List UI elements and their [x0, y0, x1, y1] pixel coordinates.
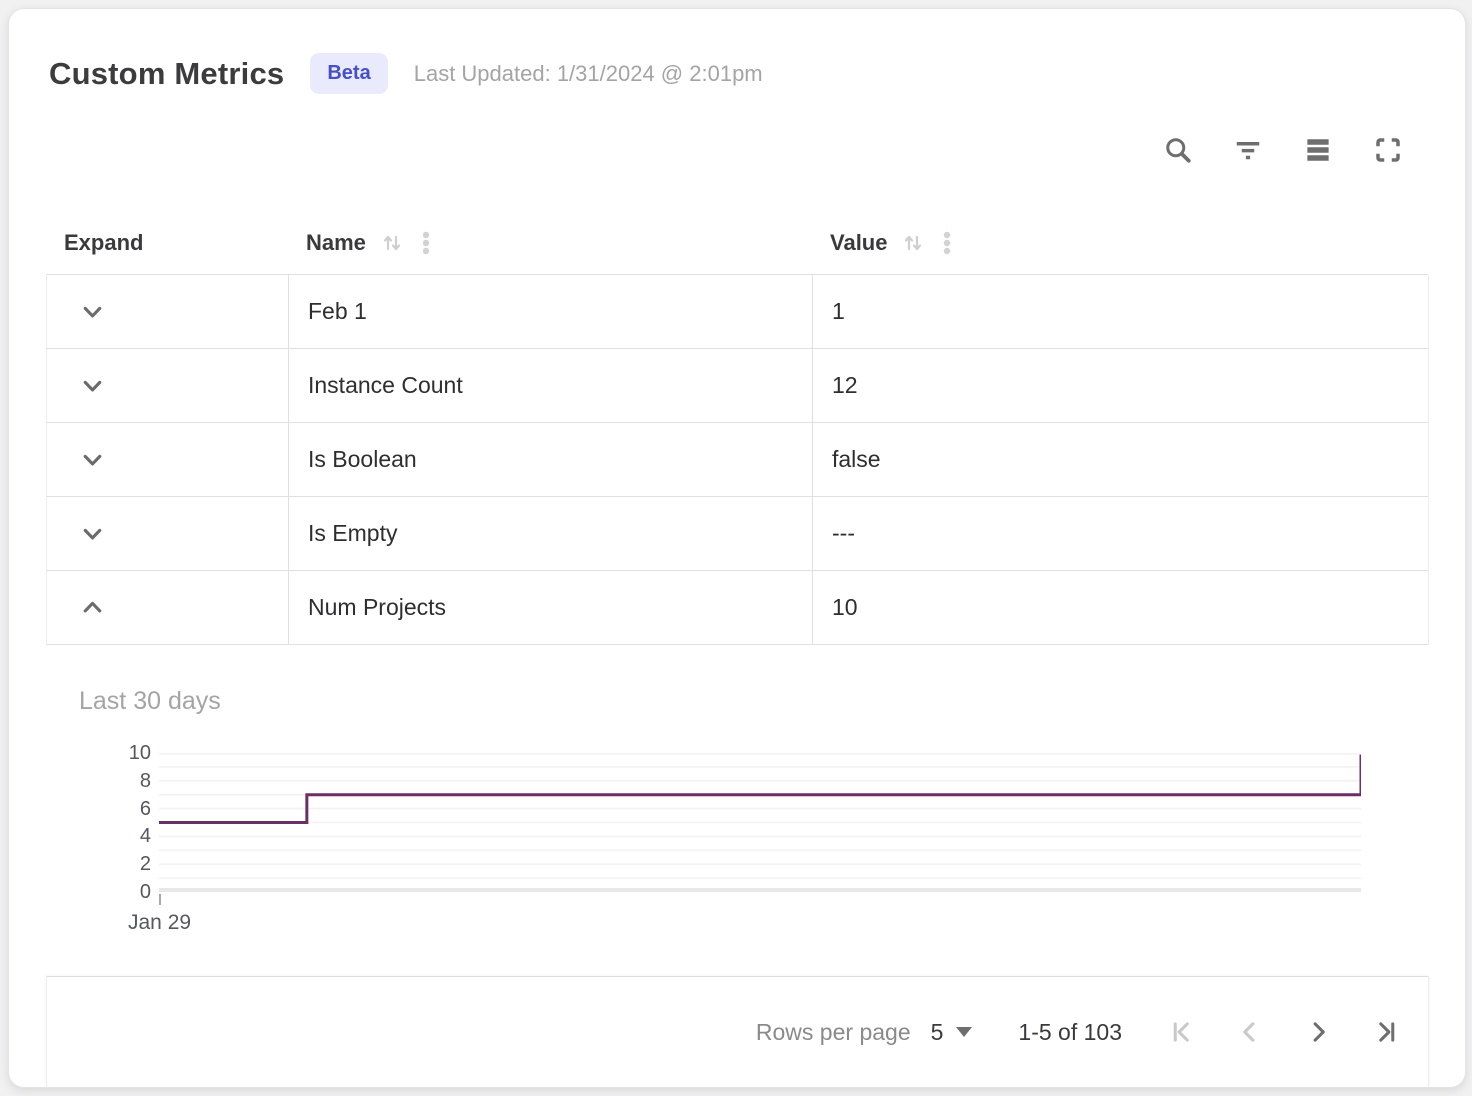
dropdown-caret-icon [956, 1027, 973, 1037]
table-row: Num Projects 10 [47, 570, 1428, 645]
table-toolbar [1163, 135, 1403, 165]
table-header-row: Expand Name Value [46, 211, 1429, 274]
x-axis-tick [159, 894, 161, 905]
row-value-cell: 1 [812, 275, 1428, 348]
expanded-row-panel: Last 30 days 0 2 4 6 8 10 Jan 29 [46, 645, 1429, 976]
column-header-name[interactable]: Name [288, 230, 812, 256]
previous-page-icon [1236, 1018, 1264, 1046]
column-menu-icon[interactable] [415, 230, 437, 256]
density-icon[interactable] [1303, 135, 1333, 165]
first-page-icon [1168, 1018, 1196, 1046]
row-value-cell: --- [812, 497, 1428, 570]
expand-row-button[interactable] [73, 515, 111, 553]
expand-cell [47, 571, 288, 644]
column-menu-icon[interactable] [936, 230, 958, 256]
y-tick-label: 6 [139, 797, 151, 820]
y-tick-label: 4 [139, 825, 151, 848]
expand-row-button[interactable] [73, 367, 111, 405]
custom-metrics-card: Custom Metrics Beta Last Updated: 1/31/2… [8, 8, 1466, 1088]
pagination-buttons [1168, 1018, 1400, 1046]
table-row: Is Empty --- [47, 496, 1428, 570]
row-value-cell: false [812, 423, 1428, 496]
pagination-footer: Rows per page 5 1-5 of 103 [46, 976, 1429, 1087]
column-label: Name [306, 229, 366, 255]
page-title: Custom Metrics [49, 55, 285, 91]
rows-per-page-value: 5 [930, 1018, 944, 1045]
table-body: Feb 1 1 Instance Count 12 Is Boolean false Is … [46, 274, 1429, 645]
y-axis-labels: 0 2 4 6 8 10 [79, 742, 151, 903]
y-tick-label: 2 [139, 853, 151, 876]
x-axis-label: Jan 29 [128, 911, 192, 934]
metrics-table: Expand Name Value [46, 211, 1429, 645]
collapse-row-button[interactable] [73, 589, 111, 627]
table-row: Instance Count 12 [47, 348, 1428, 422]
expand-cell [47, 275, 288, 348]
row-name-cell: Feb 1 [288, 275, 812, 348]
next-page-icon[interactable] [1304, 1018, 1332, 1046]
row-name-cell: Instance Count [288, 349, 812, 422]
trend-chart [159, 753, 1361, 892]
sort-icon[interactable] [901, 231, 925, 255]
row-name-cell: Num Projects [288, 571, 812, 644]
beta-badge: Beta [310, 53, 388, 94]
expand-row-button[interactable] [73, 293, 111, 331]
page-range-text: 1-5 of 103 [1018, 1018, 1122, 1045]
sort-icon[interactable] [380, 231, 404, 255]
row-name-cell: Is Empty [288, 497, 812, 570]
y-tick-label: 10 [128, 742, 151, 764]
fullscreen-icon[interactable] [1373, 135, 1403, 165]
expand-cell [47, 349, 288, 422]
header: Custom Metrics Beta Last Updated: 1/31/2… [49, 53, 763, 94]
y-tick-label: 0 [139, 881, 151, 903]
y-tick-label: 8 [139, 769, 151, 792]
rows-per-page-label: Rows per page [755, 1018, 911, 1045]
expand-row-button[interactable] [73, 441, 111, 479]
column-header-value[interactable]: Value [812, 230, 1429, 256]
expand-cell [47, 423, 288, 496]
column-label: Expand [64, 229, 144, 255]
chart-title: Last 30 days [79, 687, 221, 715]
row-value-cell: 12 [812, 349, 1428, 422]
trend-chart-svg [159, 753, 1361, 892]
row-value-cell: 10 [812, 571, 1428, 644]
last-updated-text: Last Updated: 1/31/2024 @ 2:01pm [413, 60, 763, 86]
search-icon[interactable] [1163, 135, 1193, 165]
table-row: Is Boolean false [47, 422, 1428, 496]
expand-cell [47, 497, 288, 570]
rows-per-page-select[interactable]: 5 [931, 1019, 973, 1046]
last-page-icon[interactable] [1372, 1018, 1400, 1046]
row-name-cell: Is Boolean [288, 423, 812, 496]
filter-icon[interactable] [1233, 135, 1263, 165]
column-label: Value [830, 229, 888, 255]
pagination-controls: Rows per page 5 1-5 of 103 [756, 1018, 1428, 1046]
column-header-expand: Expand [46, 230, 288, 256]
